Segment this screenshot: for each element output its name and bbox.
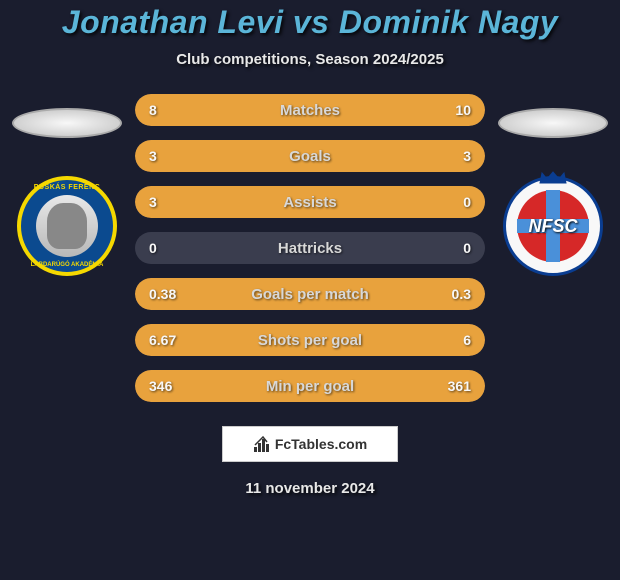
stat-label: Hattricks	[278, 240, 342, 257]
club-badge-left: PUSKÁS FERENC LABDARÚGÓ AKADÉMIA	[17, 176, 117, 276]
stat-row: 3 0 Assists	[135, 186, 485, 218]
stat-value-left: 6.67	[149, 332, 176, 348]
stat-value-left: 3	[149, 148, 157, 164]
stat-row: 8 10 Matches	[135, 94, 485, 126]
badge-left-portrait	[36, 195, 98, 257]
comparison-infographic: Jonathan Levi vs Dominik Nagy Club compe…	[0, 0, 620, 580]
stat-row: 346 361 Min per goal	[135, 370, 485, 402]
stat-label: Min per goal	[266, 378, 354, 395]
stat-row: 3 3 Goals	[135, 140, 485, 172]
stat-row: 6.67 6 Shots per goal	[135, 324, 485, 356]
footer-attribution: FcTables.com	[222, 426, 398, 462]
badge-left-text-bottom: LABDARÚGÓ AKADÉMIA	[21, 262, 113, 268]
badge-left-text-top: PUSKÁS FERENC	[21, 184, 113, 191]
stat-value-right: 0.3	[452, 286, 471, 302]
stat-fill-left	[135, 140, 310, 172]
stat-value-right: 3	[463, 148, 471, 164]
stat-value-right: 0	[463, 194, 471, 210]
stat-label: Goals	[289, 148, 331, 165]
stat-value-left: 8	[149, 102, 157, 118]
stats-column: 8 10 Matches 3 3 Goals 3 0 Assists 0 0 Hattricks 0.3…	[135, 94, 485, 402]
main-row: PUSKÁS FERENC LABDARÚGÓ AKADÉMIA 8 10 Matc…	[0, 94, 620, 402]
stat-label: Matches	[280, 102, 340, 119]
stat-row: 0.38 0.3 Goals per match	[135, 278, 485, 310]
stat-row: 0 0 Hattricks	[135, 232, 485, 264]
right-player-column: NFSC	[493, 94, 613, 276]
footer-text: FcTables.com	[275, 436, 367, 452]
stat-fill-right	[310, 140, 485, 172]
stat-value-right: 6	[463, 332, 471, 348]
stat-value-right: 10	[455, 102, 471, 118]
stat-value-right: 361	[448, 378, 471, 394]
stat-value-left: 0.38	[149, 286, 176, 302]
stat-label: Goals per match	[251, 286, 369, 303]
stat-value-right: 0	[463, 240, 471, 256]
club-badge-right: NFSC	[503, 176, 603, 276]
player-photo-placeholder-right	[498, 108, 608, 138]
stat-label: Assists	[283, 194, 336, 211]
chart-icon	[253, 435, 271, 453]
page-title: Jonathan Levi vs Dominik Nagy	[62, 4, 558, 41]
stat-value-left: 346	[149, 378, 172, 394]
date-text: 11 november 2024	[245, 480, 374, 497]
subtitle: Club competitions, Season 2024/2025	[176, 51, 444, 68]
stat-label: Shots per goal	[258, 332, 362, 349]
badge-right-text: NFSC	[529, 216, 578, 237]
left-player-column: PUSKÁS FERENC LABDARÚGÓ AKADÉMIA	[7, 94, 127, 276]
stat-value-left: 3	[149, 194, 157, 210]
player-photo-placeholder-left	[12, 108, 122, 138]
crown-icon	[538, 171, 568, 185]
stat-fill-left	[135, 94, 289, 126]
stat-value-left: 0	[149, 240, 157, 256]
